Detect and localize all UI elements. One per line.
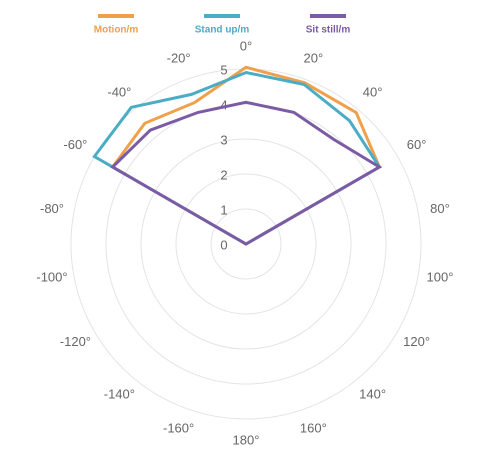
r-tick-label: 4 — [220, 97, 227, 112]
series-line — [92, 70, 382, 246]
grid-ring — [175, 173, 317, 315]
r-tick-label: 1 — [220, 202, 227, 217]
grid-ring — [210, 208, 282, 280]
angle-tick-label: 120° — [403, 334, 430, 349]
angle-tick-label: -140° — [104, 386, 135, 401]
angle-tick-label: -160° — [163, 421, 194, 436]
angle-tick-label: 20° — [304, 50, 324, 65]
angle-tick-label: -120° — [60, 334, 91, 349]
r-tick-label: 0 — [220, 237, 227, 252]
angle-tick-label: -60° — [63, 137, 87, 152]
angle-tick-label: -20° — [167, 50, 191, 65]
angle-tick-label: 100° — [427, 270, 454, 285]
angle-tick-label: -100° — [36, 270, 67, 285]
angle-tick-label: 80° — [430, 201, 450, 216]
legend-label: Sit still/m — [306, 25, 351, 36]
angle-tick-label: 40° — [363, 85, 383, 100]
angle-tick-label: 140° — [359, 386, 386, 401]
series-line — [110, 65, 382, 246]
angle-tick-label: 160° — [300, 421, 327, 436]
legend-label: Stand up/m — [195, 25, 250, 36]
legend-label: Motion/m — [94, 25, 139, 36]
grid-ring — [105, 103, 387, 385]
r-tick-label: 2 — [220, 167, 227, 182]
angle-tick-label: 60° — [407, 137, 427, 152]
angle-tick-label: 180° — [233, 432, 260, 447]
angle-tick-label: -40° — [107, 85, 131, 100]
r-tick-label: 3 — [220, 132, 227, 147]
r-tick-label: 5 — [220, 62, 227, 77]
angle-tick-label: -80° — [40, 201, 64, 216]
grid-ring — [140, 138, 352, 350]
angle-tick-label: 0° — [240, 38, 252, 53]
series-line — [110, 100, 383, 246]
